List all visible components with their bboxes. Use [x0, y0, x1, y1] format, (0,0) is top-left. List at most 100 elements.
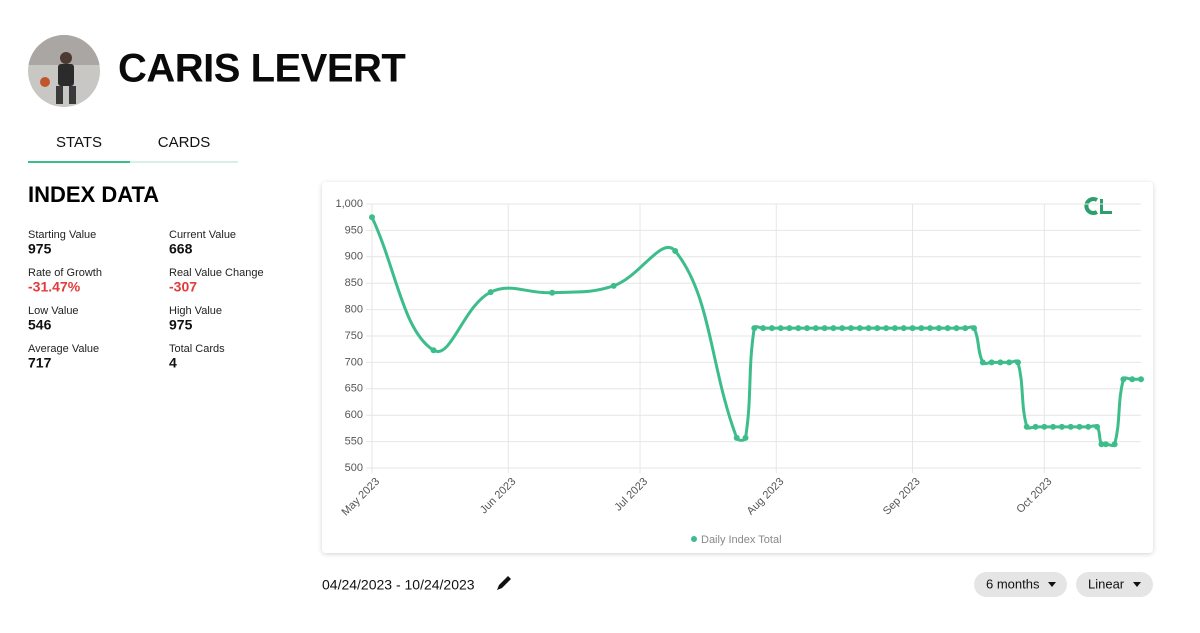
data-point — [874, 325, 881, 332]
data-point — [891, 325, 898, 332]
data-point — [1023, 423, 1030, 430]
y-tick-label: 500 — [345, 462, 363, 474]
dropdown-arrow — [1133, 582, 1141, 587]
data-point — [918, 325, 925, 332]
data-point — [1111, 441, 1118, 448]
tab[interactable]: STATS — [56, 134, 102, 151]
data-point — [1058, 423, 1065, 430]
y-tick-label: 1,000 — [335, 198, 363, 210]
data-point — [369, 214, 375, 221]
data-point — [847, 325, 854, 332]
data-point — [672, 247, 679, 254]
data-point — [1085, 423, 1092, 430]
stat-value: 975 — [28, 241, 52, 257]
data-point — [1129, 376, 1136, 383]
data-point — [1067, 423, 1074, 430]
edit-icon[interactable] — [497, 576, 511, 590]
data-point — [856, 325, 863, 332]
data-point — [1014, 359, 1021, 366]
stat-label: Average Value — [28, 343, 99, 355]
data-point — [1138, 376, 1144, 383]
dropdown-arrow — [1048, 582, 1056, 587]
legend-label: Daily Index Total — [701, 534, 782, 546]
data-point — [935, 325, 942, 332]
data-point — [804, 325, 811, 332]
stat-label: Real Value Change — [169, 267, 264, 279]
data-point — [786, 325, 793, 332]
stat-label: High Value — [169, 305, 222, 317]
data-point — [900, 325, 907, 332]
data-point — [777, 325, 784, 332]
stat-value: 546 — [28, 317, 52, 333]
y-tick-label: 950 — [345, 224, 363, 236]
data-point — [927, 325, 934, 332]
stat-label: Total Cards — [169, 343, 225, 355]
data-point — [883, 325, 890, 332]
period-button[interactable] — [974, 572, 1067, 597]
data-point — [549, 289, 556, 296]
stat-value: 975 — [169, 317, 193, 333]
data-point — [839, 325, 846, 332]
legend-marker — [691, 536, 697, 542]
data-point — [962, 325, 969, 332]
data-point — [1050, 423, 1057, 430]
data-point — [1006, 359, 1013, 366]
data-point — [795, 325, 802, 332]
data-point — [768, 325, 775, 332]
data-point — [997, 359, 1004, 366]
y-tick-label: 750 — [345, 330, 363, 342]
data-point — [610, 282, 617, 289]
data-point — [971, 325, 978, 332]
data-point — [979, 359, 986, 366]
stat-value: 668 — [169, 241, 193, 257]
data-point — [751, 325, 758, 332]
logo — [1084, 197, 1112, 215]
player-name: CARIS LEVERT — [118, 47, 405, 91]
data-point — [821, 325, 828, 332]
stat-label: Low Value — [28, 305, 79, 317]
stat-label: Rate of Growth — [28, 267, 102, 279]
y-tick-label: 600 — [345, 409, 363, 421]
data-point — [1098, 441, 1105, 448]
scale-label[interactable]: Linear — [1088, 576, 1125, 591]
data-point — [742, 434, 749, 441]
avatar — [28, 35, 100, 107]
data-point — [760, 325, 767, 332]
data-point — [733, 434, 740, 441]
chart-card — [322, 182, 1153, 553]
date-range: 04/24/2023 - 10/24/2023 — [322, 577, 475, 593]
period-label[interactable]: 6 months — [986, 576, 1040, 591]
data-point — [1041, 423, 1048, 430]
data-point — [1032, 423, 1039, 430]
data-point — [487, 289, 494, 296]
data-point — [1102, 441, 1109, 448]
stat-value: 717 — [28, 355, 52, 371]
tab-underline — [130, 161, 238, 163]
section-title: INDEX DATA — [28, 182, 159, 207]
stat-value: -307 — [169, 279, 197, 295]
y-tick-label: 850 — [345, 277, 363, 289]
stat-label: Starting Value — [28, 229, 96, 241]
stat-value: 4 — [169, 355, 177, 371]
data-point — [1076, 423, 1083, 430]
stat-label: Current Value — [169, 229, 236, 241]
tab-active-indicator — [28, 161, 130, 163]
data-point — [430, 347, 437, 354]
y-tick-label: 550 — [345, 436, 363, 448]
scale-button[interactable] — [1076, 572, 1153, 597]
data-point — [953, 325, 960, 332]
data-point — [1120, 376, 1127, 383]
y-tick-label: 650 — [345, 383, 363, 395]
tab[interactable]: CARDS — [158, 134, 211, 151]
stat-value: -31.47% — [28, 279, 81, 295]
y-tick-label: 900 — [345, 251, 363, 263]
data-point — [812, 325, 819, 332]
y-tick-label: 700 — [345, 356, 363, 368]
data-point — [1094, 423, 1101, 430]
data-point — [909, 325, 916, 332]
y-tick-label: 800 — [345, 304, 363, 316]
data-point — [865, 325, 872, 332]
data-point — [830, 325, 837, 332]
